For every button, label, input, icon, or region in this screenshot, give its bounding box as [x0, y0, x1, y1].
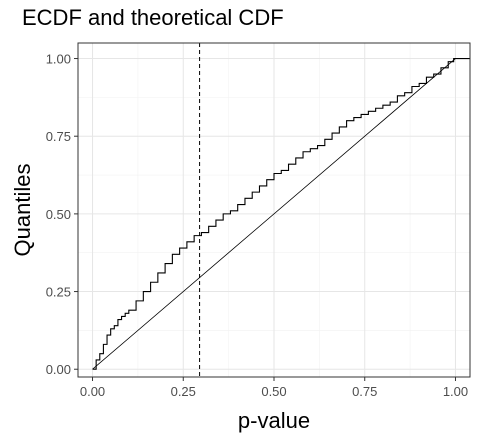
- x-tick-label: 0.00: [80, 384, 105, 399]
- y-tick-label: 1.00: [46, 52, 71, 67]
- y-tick-label: 0.25: [46, 285, 71, 300]
- x-tick-label: 0.75: [352, 384, 377, 399]
- ecdf-step-line: [92, 57, 470, 370]
- x-axis-title: p-value: [238, 408, 310, 433]
- y-tick-label: 0.00: [46, 362, 71, 377]
- y-axis-ticks: 0.00 0.25 0.50 0.75 1.00: [46, 52, 78, 377]
- series-layer: [92, 57, 470, 370]
- x-tick-label: 0.25: [171, 384, 196, 399]
- x-tick-label: 1.00: [443, 384, 468, 399]
- chart-title: ECDF and theoretical CDF: [22, 5, 284, 30]
- x-tick-label: 0.50: [261, 384, 286, 399]
- y-axis-title: Quantiles: [10, 164, 35, 257]
- theoretical-cdf-line: [92, 58, 470, 370]
- y-tick-label: 0.75: [46, 129, 71, 144]
- x-axis-ticks: 0.00 0.25 0.50 0.75 1.00: [80, 377, 468, 399]
- y-tick-label: 0.50: [46, 207, 71, 222]
